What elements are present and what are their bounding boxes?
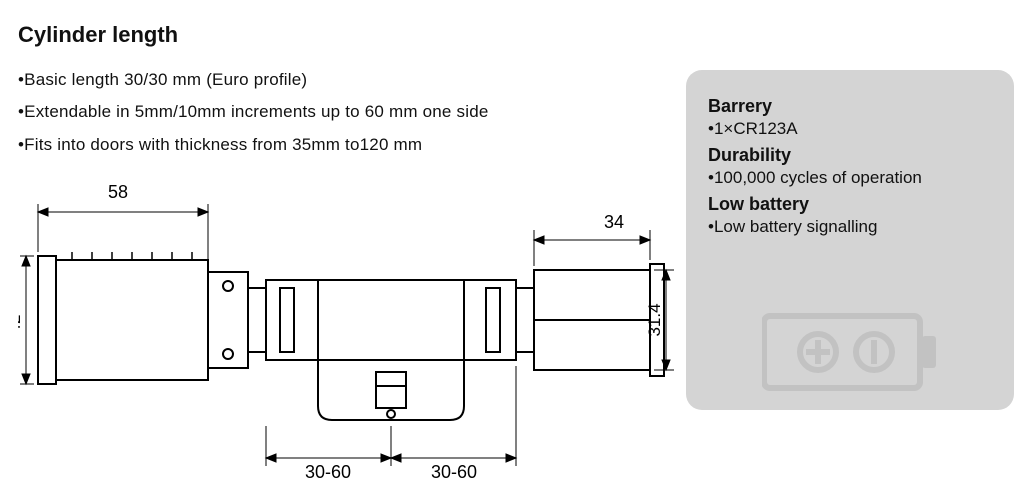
dim-top-left: 58 — [108, 182, 128, 202]
dim-left-v: 42 — [18, 315, 24, 334]
panel-heading-durability: Durability — [708, 145, 992, 166]
spec-panel: Barrery •1×CR123A Durability •100,000 cy… — [686, 70, 1014, 410]
dim-bottom-left: 30-60 — [305, 462, 351, 482]
dim-bottom-right: 30-60 — [431, 462, 477, 482]
technical-drawing: 58 34 31.4 42 30-60 30-60 — [18, 170, 678, 490]
panel-heading-battery: Barrery — [708, 96, 992, 117]
panel-heading-lowbattery: Low battery — [708, 194, 992, 215]
bullet-item: •Extendable in 5mm/10mm increments up to… — [18, 96, 489, 128]
dim-top-right: 34 — [604, 212, 624, 232]
panel-value-durability: •100,000 cycles of operation — [708, 168, 992, 188]
bullet-item: •Basic length 30/30 mm (Euro profile) — [18, 64, 489, 96]
panel-value-lowbattery: •Low battery signalling — [708, 217, 992, 237]
battery-icon — [762, 308, 940, 396]
bullet-item: •Fits into doors with thickness from 35m… — [18, 129, 489, 161]
panel-value-battery: •1×CR123A — [708, 119, 992, 139]
bullet-list: •Basic length 30/30 mm (Euro profile) •E… — [18, 64, 489, 161]
dim-right-v: 31.4 — [645, 303, 664, 336]
section-title: Cylinder length — [18, 22, 178, 48]
